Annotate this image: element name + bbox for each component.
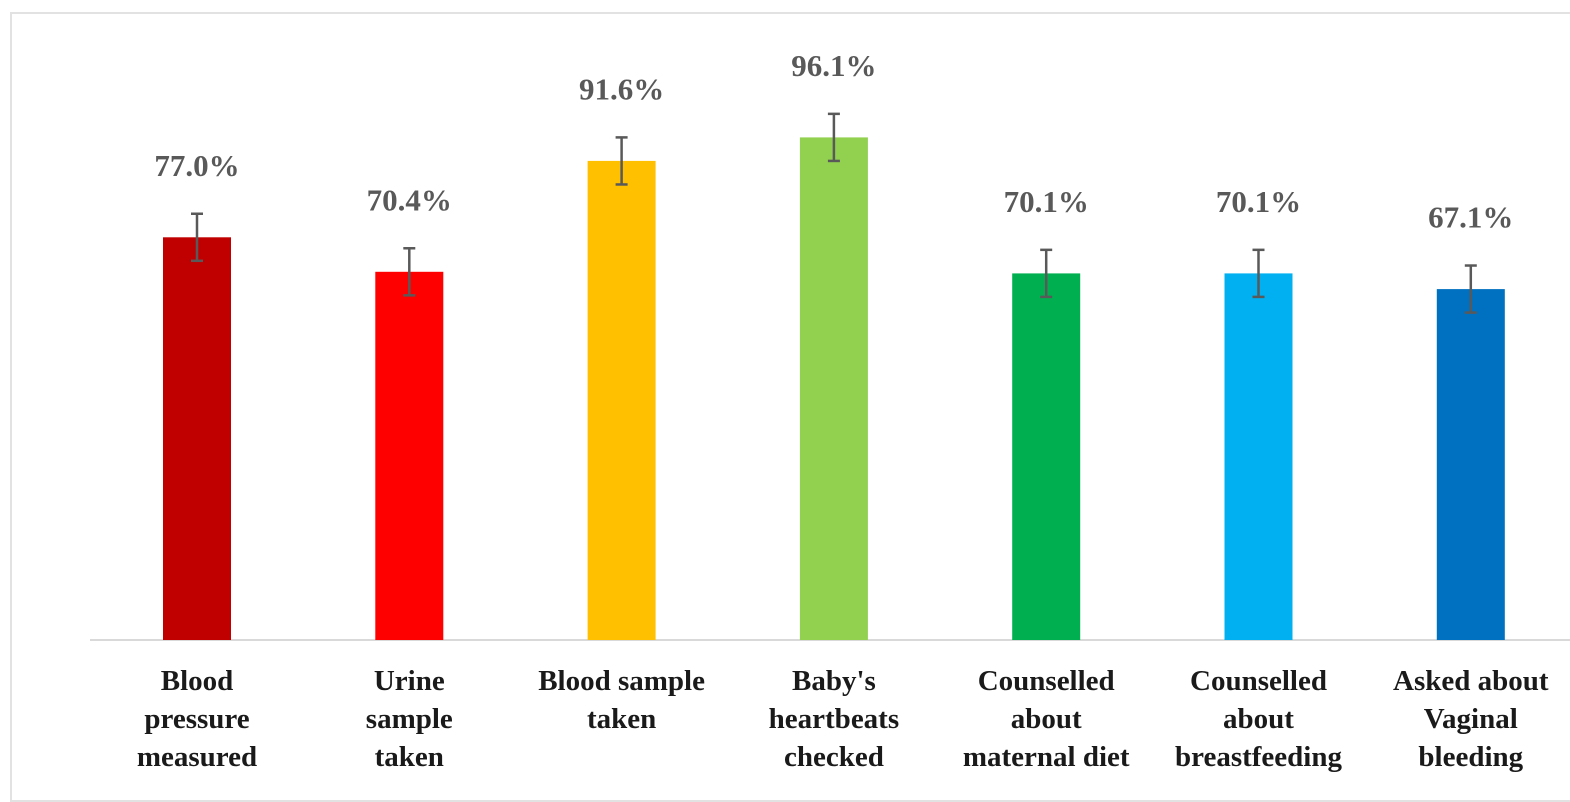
bar — [375, 271, 444, 640]
bar-value-label: 96.1% — [791, 48, 876, 83]
error-bar — [827, 112, 840, 163]
category-tick-label: Asked about Vaginal bleeding — [1393, 665, 1549, 773]
category-tick-label: Urine sample taken — [366, 665, 453, 773]
bar-value-label: 70.4% — [367, 182, 452, 217]
error-bar — [1040, 248, 1053, 299]
bar-value-label: 67.1% — [1428, 200, 1513, 235]
bar — [163, 237, 231, 641]
error-bar — [1252, 248, 1265, 299]
bar-value-label: 77.0% — [154, 148, 239, 183]
bar-chart: 77.0% 70.4% 91.6% 96.1% 70.1% 70.1% 67.1% Bloo… — [90, 48, 1570, 773]
bar — [799, 137, 868, 640]
category-tick-label: Counselled about breastfeeding — [1175, 665, 1343, 773]
error-bar — [1464, 264, 1477, 314]
category-tick-label: Blood pressure measured — [137, 665, 257, 773]
error-bar — [191, 212, 203, 263]
bar — [587, 160, 656, 640]
chart-frame — [10, 12, 1570, 802]
category-tick-label: Counselled about maternal diet — [963, 665, 1130, 773]
error-bar — [403, 247, 416, 297]
bar-value-label: 70.1% — [1004, 184, 1089, 219]
bar-value-label: 91.6% — [579, 71, 664, 106]
category-tick-label: Blood sample taken — [538, 665, 705, 735]
bar-value-label: 70.1% — [1216, 184, 1301, 219]
bar — [1436, 289, 1505, 640]
bar — [1012, 273, 1081, 640]
category-tick-label: Baby's heartbeats checked — [769, 665, 899, 773]
error-bar — [615, 136, 628, 186]
bar — [1224, 273, 1293, 640]
